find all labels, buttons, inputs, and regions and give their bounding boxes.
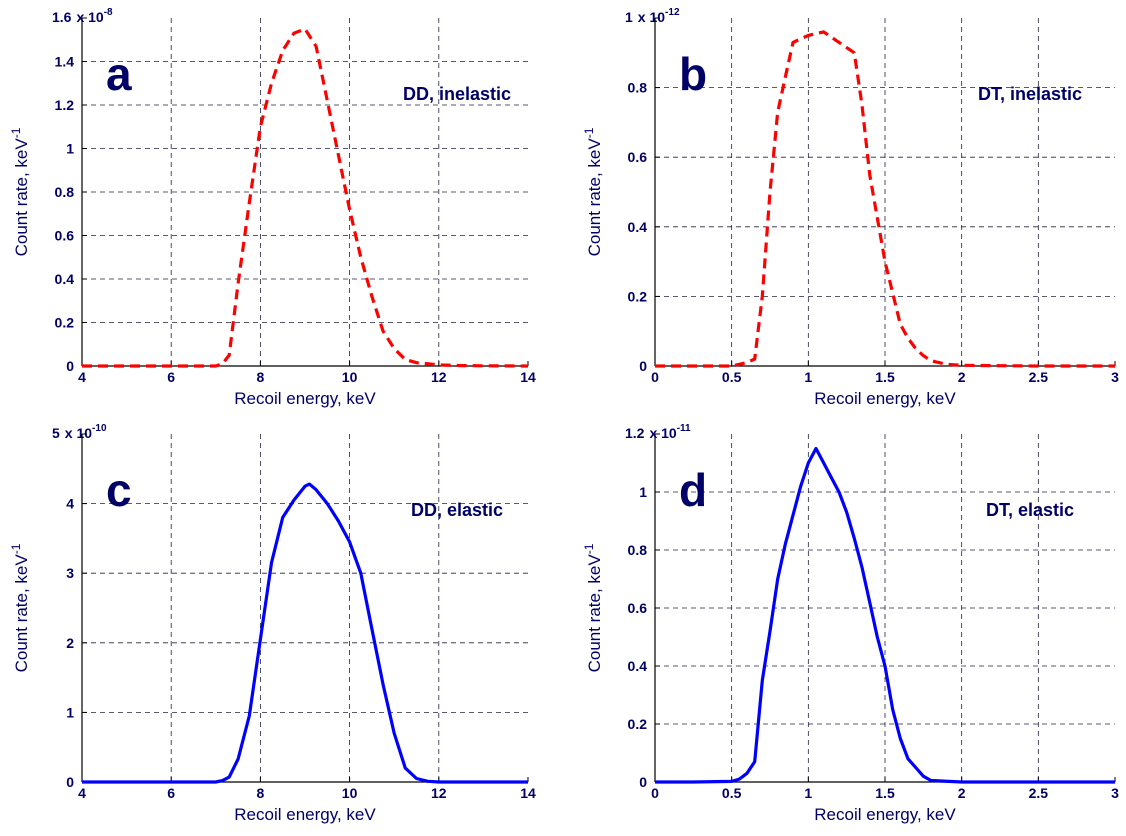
axis-scale-factor: 5 x 10-10 xyxy=(52,423,107,441)
y-tick-label: 2 xyxy=(66,635,74,651)
y-tick-label: 0 xyxy=(66,358,74,374)
panel-letter: c xyxy=(106,464,132,516)
x-tick-label: 3 xyxy=(1111,369,1119,385)
x-tick-label: 1.5 xyxy=(875,785,895,801)
x-tick-label: 14 xyxy=(520,785,536,801)
y-axis-label-text: Count rate, keV xyxy=(12,138,31,257)
x-tick-label: 10 xyxy=(342,785,358,801)
series-line xyxy=(82,482,528,784)
y-axis-label-exponent: -1 xyxy=(9,543,23,554)
panel-annotation: DT, inelastic xyxy=(978,84,1082,104)
y-tick-label: 1 xyxy=(639,484,647,500)
y-axis-label-exponent: -1 xyxy=(9,127,23,138)
x-axis-label: Recoil energy, keV xyxy=(234,805,376,824)
scale-top-value: 1.6 xyxy=(52,9,72,25)
y-tick-label: 0.6 xyxy=(55,228,75,244)
y-tick-label: 0.8 xyxy=(628,542,648,558)
scale-exponent: -12 xyxy=(665,7,680,18)
scale-exponent: -10 xyxy=(92,423,107,434)
series-line xyxy=(655,446,1115,784)
y-axis-label-text: Count rate, keV xyxy=(585,138,604,257)
panel-letter: b xyxy=(679,48,707,100)
scale-prefix: x 10 xyxy=(76,9,103,25)
series-line xyxy=(655,30,1115,368)
y-tick-label: 0.6 xyxy=(628,149,648,165)
y-tick-label: 0.2 xyxy=(55,315,75,331)
x-tick-label: 6 xyxy=(167,369,175,385)
series-line xyxy=(82,27,529,368)
chart-panel-d: 0 0.5 1 1.5 2 2.5 3 0 0.2 0.4 0.6 0.8 1 1.2 x 10-11 Rec… xyxy=(582,423,1119,824)
scale-prefix: x 10 xyxy=(649,425,676,441)
x-tick-label: 4 xyxy=(78,369,86,385)
y-tick-label: 0.4 xyxy=(628,219,648,235)
scale-top-value: 5 xyxy=(52,425,60,441)
axis-scale-factor: 1.6 x 10-8 xyxy=(52,7,113,25)
y-tick-label: 0.6 xyxy=(628,600,648,616)
y-tick-label: 0.2 xyxy=(628,716,648,732)
x-tick-label: 2.5 xyxy=(1029,369,1049,385)
y-tick-label: 1.4 xyxy=(55,54,75,70)
x-tick-label: 0 xyxy=(651,369,659,385)
panel-letter: d xyxy=(679,464,707,516)
x-tick-label: 1.5 xyxy=(875,369,895,385)
y-axis-label: Count rate, keV-1 xyxy=(9,543,31,672)
x-tick-label: 12 xyxy=(431,785,447,801)
x-tick-label: 2 xyxy=(958,369,966,385)
y-tick-label: 1.2 xyxy=(55,97,75,113)
y-axis-label-text: Count rate, keV xyxy=(585,554,604,673)
y-tick-label: 3 xyxy=(66,565,74,581)
panel-letter: a xyxy=(106,48,132,100)
x-tick-label: 14 xyxy=(520,369,536,385)
y-tick-label: 1 xyxy=(66,141,74,157)
scale-top-value: 1.2 xyxy=(625,425,645,441)
y-tick-label: 0.8 xyxy=(628,80,648,96)
y-tick-label: 0 xyxy=(639,358,647,374)
scale-exponent: -11 xyxy=(677,423,691,434)
x-tick-label: 2 xyxy=(958,785,966,801)
x-tick-label: 1 xyxy=(804,785,812,801)
x-axis-label: Recoil energy, keV xyxy=(814,389,956,408)
scale-exponent: -8 xyxy=(104,7,113,18)
scale-prefix: x 10 xyxy=(638,9,665,25)
y-tick-label: 0.8 xyxy=(55,184,75,200)
y-axis-label: Count rate, keV-1 xyxy=(582,543,604,672)
chart-panel-a: 4 6 8 10 12 14 0 0.2 0.4 0.6 0.8 1 1.2 1.4 1.6 x 10-8 Re… xyxy=(9,7,536,408)
y-tick-label: 4 xyxy=(66,496,74,512)
y-tick-label: 1 xyxy=(66,704,74,720)
x-axis-label: Recoil energy, keV xyxy=(234,389,376,408)
axis-scale-factor: 1.2 x 10-11 xyxy=(625,423,691,441)
x-tick-label: 6 xyxy=(167,785,175,801)
scale-prefix: x 10 xyxy=(65,425,92,441)
y-tick-label: 0.4 xyxy=(628,658,648,674)
x-tick-label: 12 xyxy=(431,369,447,385)
y-axis-label: Count rate, keV-1 xyxy=(9,127,31,256)
y-axis-label-exponent: -1 xyxy=(582,127,596,138)
y-axis-label-text: Count rate, keV xyxy=(12,554,31,673)
panel-annotation: DT, elastic xyxy=(986,500,1074,520)
x-axis-label: Recoil energy, keV xyxy=(814,805,956,824)
panel-annotation: DD, elastic xyxy=(411,500,503,520)
x-tick-label: 0 xyxy=(651,785,659,801)
y-tick-label: 0.2 xyxy=(628,288,648,304)
y-axis-label: Count rate, keV-1 xyxy=(582,127,604,256)
x-tick-label: 2.5 xyxy=(1029,785,1049,801)
x-tick-label: 0.5 xyxy=(722,369,742,385)
x-tick-label: 8 xyxy=(257,369,265,385)
x-tick-label: 4 xyxy=(78,785,86,801)
x-tick-label: 0.5 xyxy=(722,785,742,801)
y-tick-label: 0 xyxy=(639,774,647,790)
x-tick-label: 8 xyxy=(257,785,265,801)
axis-scale-factor: 1 x 10-12 xyxy=(625,7,680,25)
panel-annotation: DD, inelastic xyxy=(403,84,511,104)
y-axis-label-exponent: -1 xyxy=(582,543,596,554)
x-tick-label: 1 xyxy=(804,369,812,385)
y-tick-label: 0 xyxy=(66,774,74,790)
chart-panel-b: 0 0.5 1 1.5 2 2.5 3 0 0.2 0.4 0.6 0.8 1 x 10-12 Recoil… xyxy=(582,7,1119,408)
x-tick-label: 10 xyxy=(342,369,358,385)
y-tick-label: 0.4 xyxy=(55,271,75,287)
x-tick-label: 3 xyxy=(1111,785,1119,801)
scale-top-value: 1 xyxy=(625,9,633,25)
